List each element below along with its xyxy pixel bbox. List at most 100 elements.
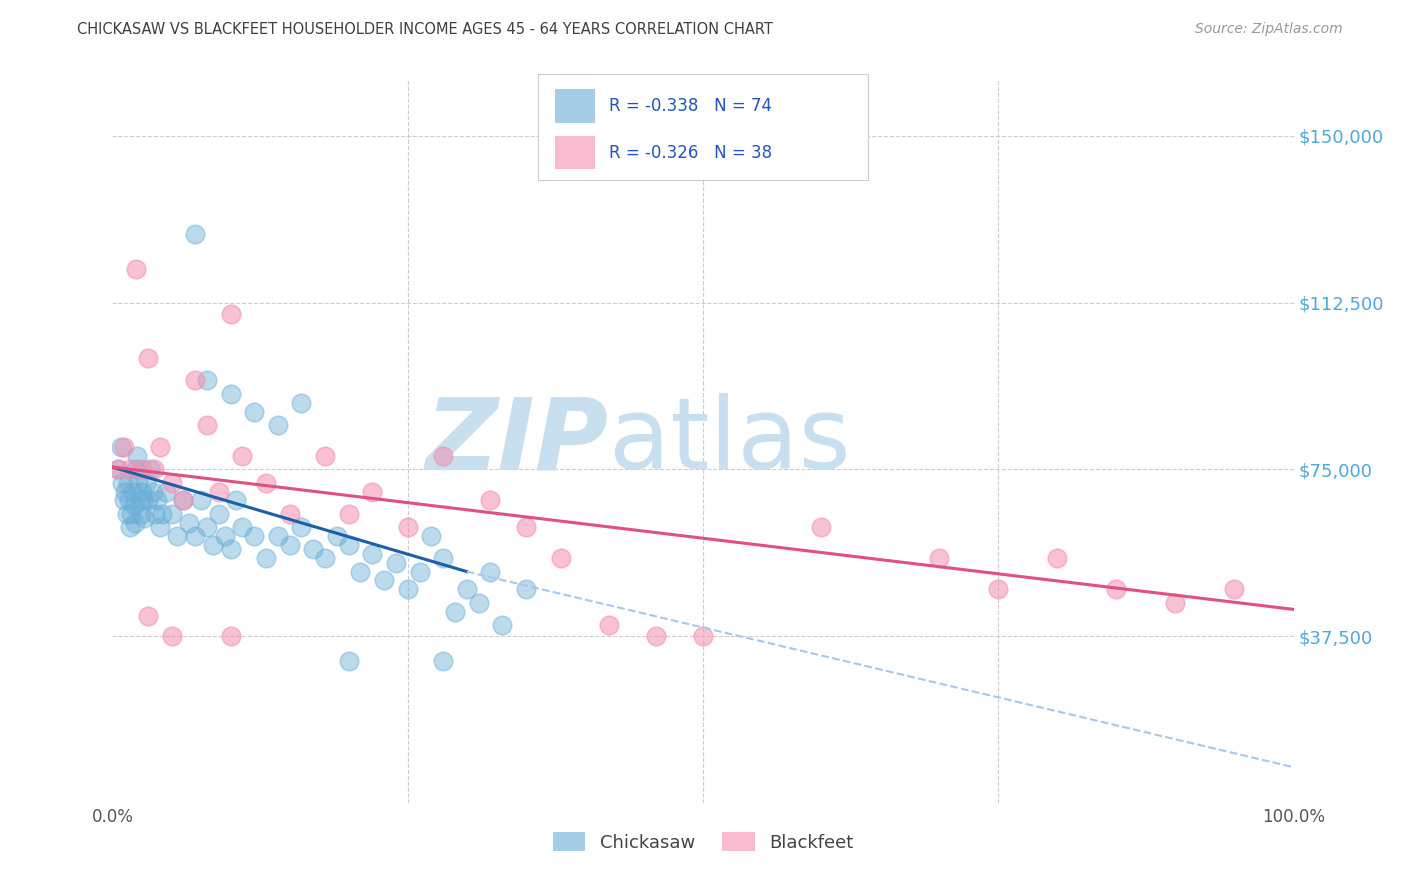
- Point: [118, 493, 141, 508]
- Point: [184, 373, 207, 387]
- Point: [290, 520, 312, 534]
- Point: [201, 538, 224, 552]
- Point: [117, 475, 139, 490]
- Point: [928, 551, 950, 566]
- Point: [373, 574, 395, 588]
- Point: [179, 516, 201, 530]
- Point: [491, 618, 513, 632]
- Point: [195, 417, 218, 432]
- Point: [132, 493, 155, 508]
- Point: [219, 386, 242, 401]
- Point: [131, 462, 153, 476]
- Point: [1223, 582, 1246, 597]
- Point: [467, 596, 489, 610]
- Point: [107, 462, 129, 476]
- Point: [134, 511, 156, 525]
- Point: [432, 551, 454, 566]
- Text: CHICKASAW VS BLACKFEET HOUSEHOLDER INCOME AGES 45 - 64 YEARS CORRELATION CHART: CHICKASAW VS BLACKFEET HOUSEHOLDER INCOM…: [77, 22, 773, 37]
- Point: [243, 404, 266, 418]
- Text: R = -0.338   N = 74: R = -0.338 N = 74: [609, 97, 772, 115]
- Point: [160, 507, 183, 521]
- Point: [810, 520, 832, 534]
- Point: [432, 449, 454, 463]
- Point: [184, 227, 207, 241]
- Point: [114, 484, 136, 499]
- Point: [987, 582, 1010, 597]
- Point: [219, 307, 242, 321]
- Point: [111, 475, 134, 490]
- Point: [160, 475, 183, 490]
- Point: [214, 529, 236, 543]
- Point: [172, 493, 194, 508]
- Point: [142, 484, 165, 499]
- Point: [267, 529, 290, 543]
- Point: [127, 449, 149, 463]
- Point: [155, 484, 177, 499]
- Point: [136, 493, 159, 508]
- Text: Source: ZipAtlas.com: Source: ZipAtlas.com: [1195, 22, 1343, 37]
- Point: [146, 493, 169, 508]
- Point: [195, 373, 218, 387]
- Point: [120, 520, 142, 534]
- Point: [149, 520, 172, 534]
- Point: [120, 462, 142, 476]
- Point: [139, 462, 162, 476]
- Point: [515, 582, 537, 597]
- Point: [128, 493, 150, 508]
- Point: [479, 565, 502, 579]
- Point: [122, 498, 145, 512]
- Point: [231, 449, 253, 463]
- Point: [267, 417, 290, 432]
- Point: [107, 462, 129, 476]
- Point: [110, 440, 132, 454]
- Point: [121, 484, 143, 499]
- Point: [302, 542, 325, 557]
- Point: [326, 529, 349, 543]
- Point: [515, 520, 537, 534]
- Point: [115, 507, 138, 521]
- Point: [243, 529, 266, 543]
- Point: [598, 618, 620, 632]
- Point: [337, 507, 360, 521]
- Point: [124, 516, 146, 530]
- Point: [184, 529, 207, 543]
- Point: [125, 462, 148, 476]
- Point: [361, 547, 384, 561]
- Point: [136, 609, 159, 624]
- Point: [337, 653, 360, 667]
- Point: [432, 653, 454, 667]
- Point: [131, 484, 153, 499]
- Point: [143, 507, 166, 521]
- Point: [290, 395, 312, 409]
- Point: [149, 440, 172, 454]
- Point: [444, 605, 467, 619]
- Point: [1164, 596, 1187, 610]
- Point: [142, 462, 165, 476]
- Point: [219, 629, 242, 643]
- Point: [396, 520, 419, 534]
- Point: [120, 507, 142, 521]
- Point: [225, 493, 247, 508]
- Point: [349, 565, 371, 579]
- Point: [692, 629, 714, 643]
- Point: [1105, 582, 1128, 597]
- Point: [254, 551, 277, 566]
- Point: [112, 440, 135, 454]
- Point: [231, 520, 253, 534]
- Point: [150, 507, 173, 521]
- Point: [408, 565, 430, 579]
- Point: [456, 582, 478, 597]
- Point: [337, 538, 360, 552]
- Point: [550, 551, 572, 566]
- Point: [125, 262, 148, 277]
- Text: ZIP: ZIP: [426, 393, 609, 490]
- Text: R = -0.326   N = 38: R = -0.326 N = 38: [609, 144, 772, 161]
- Point: [644, 629, 666, 643]
- Point: [278, 507, 301, 521]
- Point: [396, 582, 419, 597]
- Point: [136, 351, 159, 366]
- Point: [219, 542, 242, 557]
- Point: [361, 484, 384, 499]
- Point: [314, 449, 336, 463]
- Point: [208, 484, 231, 499]
